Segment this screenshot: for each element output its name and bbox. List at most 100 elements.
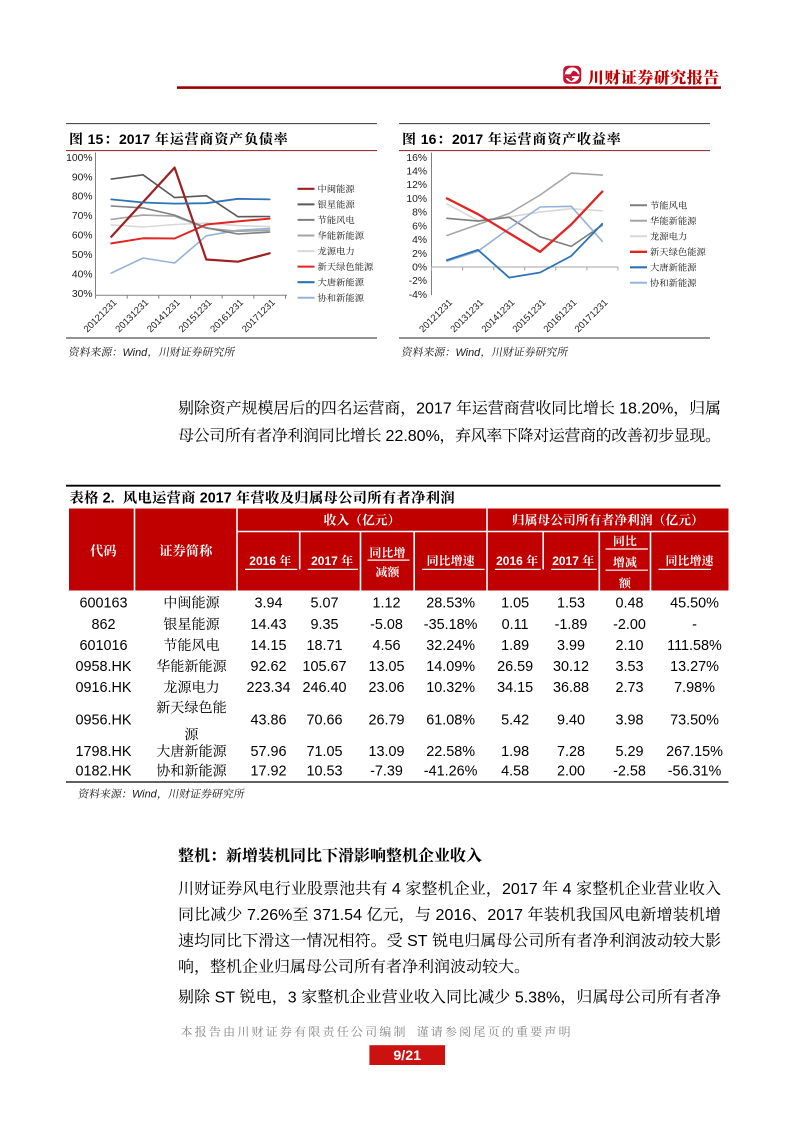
svg-text:26.59: 26.59 [497,659,533,675]
svg-text:8%: 8% [412,208,427,219]
svg-text:16%: 16% [406,153,427,164]
svg-text:43.86: 43.86 [250,713,286,729]
svg-text:4: 4 [387,881,405,898]
svg-text:2%: 2% [412,249,427,260]
svg-text:20171231: 20171231 [573,297,611,335]
svg-text:20131231: 20131231 [113,297,151,335]
svg-text:3.99: 3.99 [557,638,585,654]
svg-text:28.53%: 28.53% [426,595,475,611]
svg-text:100%: 100% [66,153,92,164]
svg-text:246.40: 246.40 [302,680,346,696]
svg-text:26.79: 26.79 [368,713,404,729]
svg-text:2017: 2017 [119,131,154,147]
svg-text:-4%: -4% [409,290,427,301]
svg-text:2.73: 2.73 [615,680,643,696]
svg-text:371.54: 371.54 [309,907,367,924]
svg-text:90%: 90% [72,172,93,183]
svg-text:0%: 0% [412,263,427,274]
svg-text:14.43: 14.43 [250,617,286,633]
svg-text:9.40: 9.40 [557,713,585,729]
svg-text:30.12: 30.12 [553,659,589,675]
svg-text:3: 3 [288,989,301,1006]
svg-text:5.29: 5.29 [615,744,643,760]
svg-text:14.09%: 14.09% [426,659,475,675]
svg-text:3.94: 3.94 [254,595,282,611]
svg-text:5.38%: 5.38% [510,989,560,1006]
svg-text:1.12: 1.12 [372,595,400,611]
svg-text:73.50%: 73.50% [670,713,719,729]
svg-text:4.56: 4.56 [372,638,400,654]
svg-text:7.28: 7.28 [557,744,585,760]
svg-text:2016: 2016 [431,907,471,924]
svg-text:2017: 2017 [502,881,542,898]
svg-text:1.05: 1.05 [501,595,529,611]
svg-text:-41.26%: -41.26% [424,764,478,780]
svg-text:15: 15 [84,131,104,147]
svg-text:-: - [692,617,697,633]
svg-text:4: 4 [558,881,576,898]
svg-text:-56.31%: -56.31% [668,764,722,780]
svg-text:1.98: 1.98 [501,744,529,760]
svg-text:20151231: 20151231 [177,297,215,335]
svg-text:30%: 30% [72,289,93,300]
svg-text:2017: 2017 [196,491,236,507]
svg-text:-1.89: -1.89 [555,617,588,633]
svg-text:61.08%: 61.08% [426,713,475,729]
svg-text:2.10: 2.10 [615,638,643,654]
svg-text:1798.HK: 1798.HK [75,744,131,760]
svg-text:-2%: -2% [409,276,427,287]
svg-text:5.42: 5.42 [501,713,529,729]
svg-text:Wind: Wind [123,347,149,359]
svg-text:267.15%: 267.15% [666,744,723,760]
svg-text:-7.39: -7.39 [370,764,403,780]
svg-text:111.58%: 111.58% [667,638,722,654]
svg-text:Wind: Wind [456,347,482,359]
svg-text:223.34: 223.34 [246,680,290,696]
svg-text:40%: 40% [72,270,93,281]
svg-text:60%: 60% [72,231,93,242]
svg-text:22.80%: 22.80% [381,428,440,445]
svg-text:20161231: 20161231 [208,297,246,335]
svg-text:2017: 2017 [552,554,582,568]
svg-text:1.53: 1.53 [557,595,585,611]
svg-text:50%: 50% [72,250,93,261]
svg-text:3.98: 3.98 [615,713,643,729]
svg-text:9.35: 9.35 [310,617,338,633]
svg-text:2017: 2017 [452,131,487,147]
svg-text:2016: 2016 [496,554,526,568]
svg-text:13.27%: 13.27% [670,659,719,675]
svg-text:16: 16 [417,131,437,147]
svg-text:ST: ST [210,989,239,1006]
svg-text:13.09: 13.09 [368,744,404,760]
svg-text:70%: 70% [72,211,93,222]
svg-text:6%: 6% [412,221,427,232]
svg-text:9/21: 9/21 [393,1048,421,1064]
svg-text:Wind: Wind [132,789,158,801]
svg-text:862: 862 [91,617,115,633]
svg-text:2017: 2017 [416,401,456,418]
svg-text:13.05: 13.05 [368,659,404,675]
svg-text:3.53: 3.53 [615,659,643,675]
svg-text:20121231: 20121231 [82,297,120,335]
svg-text:17.92: 17.92 [250,764,286,780]
svg-text:4%: 4% [412,235,427,246]
svg-text:0.48: 0.48 [615,595,643,611]
svg-text:-35.18%: -35.18% [424,617,478,633]
svg-text:18.20%: 18.20% [615,401,674,418]
svg-text:20171231: 20171231 [240,297,278,335]
svg-text:92.62: 92.62 [250,659,286,675]
svg-text:14%: 14% [406,167,427,178]
svg-text:80%: 80% [72,192,93,203]
svg-text:12%: 12% [406,180,427,191]
svg-text:7.98%: 7.98% [674,680,715,696]
svg-text:5.07: 5.07 [310,595,338,611]
svg-text:0956.HK: 0956.HK [75,713,131,729]
svg-text:2.: 2. [99,491,123,507]
svg-text:-2.58: -2.58 [613,764,646,780]
svg-text:600163: 600163 [79,595,127,611]
svg-text:1.89: 1.89 [501,638,529,654]
svg-text:ST: ST [403,933,432,950]
svg-text:20141231: 20141231 [145,297,183,335]
svg-text:36.88: 36.88 [553,680,589,696]
svg-text:0916.HK: 0916.HK [75,680,131,696]
